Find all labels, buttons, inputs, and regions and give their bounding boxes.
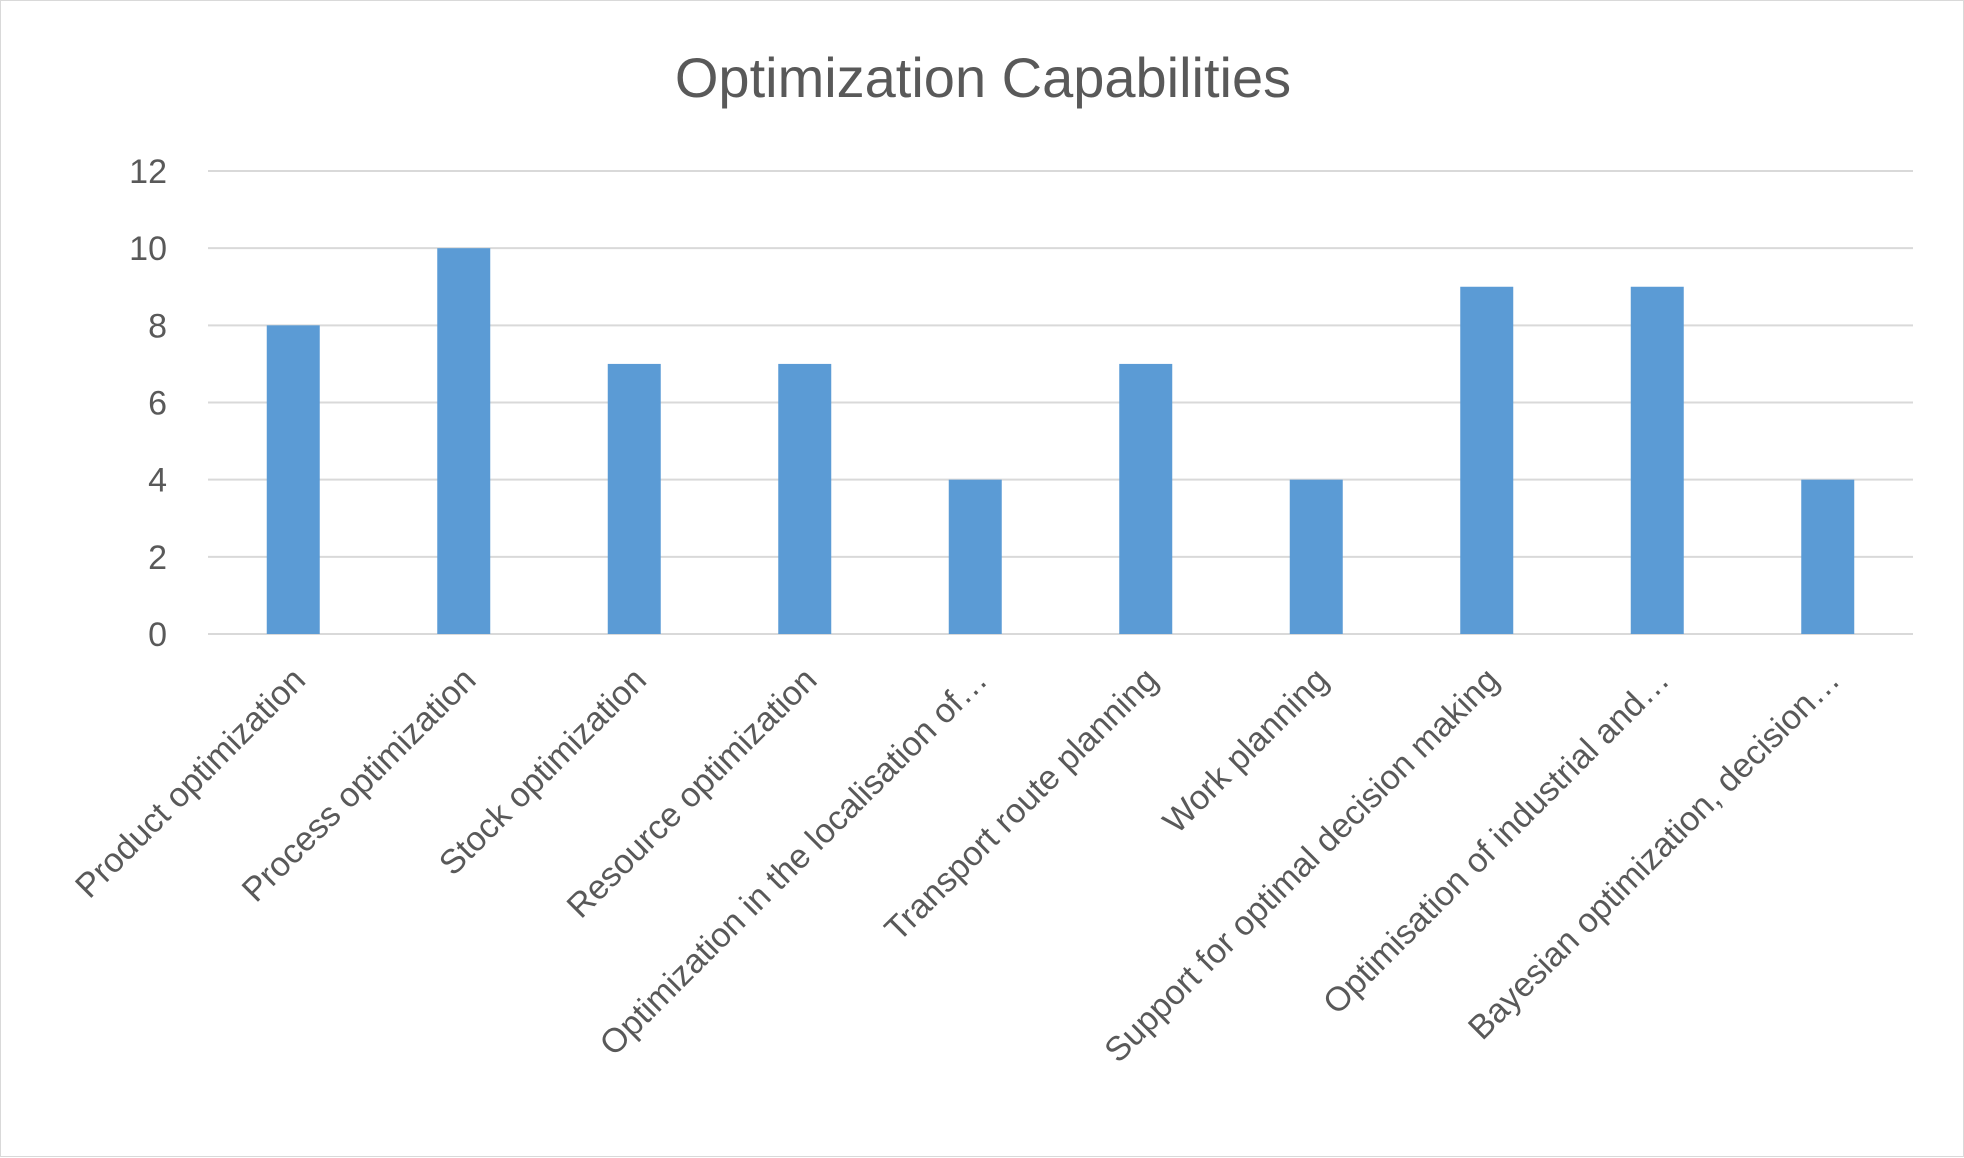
x-category-label: Optimization in the localisation of…	[593, 661, 995, 1063]
y-tick-label: 4	[148, 462, 167, 500]
bar	[607, 363, 661, 634]
bar	[1289, 479, 1343, 634]
chart-title: Optimization Capabilities	[675, 46, 1291, 109]
bar	[1119, 363, 1173, 634]
bar	[437, 248, 491, 634]
gridlines	[208, 170, 1913, 635]
y-tick-label: 8	[148, 307, 167, 345]
bar	[1460, 286, 1514, 634]
y-tick-label: 12	[129, 153, 167, 191]
x-category-label: Work planning	[1156, 661, 1336, 841]
x-category-label: Transport route planning	[877, 661, 1165, 949]
bar	[1630, 286, 1684, 634]
x-category-label: Bayesian optimization, decision…	[1461, 661, 1847, 1047]
y-tick-label: 0	[148, 616, 167, 654]
y-tick-label: 10	[129, 230, 167, 268]
x-category-label: Optimisation of industrial and…	[1316, 661, 1677, 1022]
bar	[1801, 479, 1855, 634]
y-tick-label: 2	[148, 539, 167, 577]
bar	[778, 363, 832, 634]
bar	[266, 325, 320, 634]
bars	[266, 248, 1855, 634]
y-axis-ticks: 0 2 4 6 8 10 12	[129, 153, 167, 654]
bar	[948, 479, 1002, 634]
y-tick-label: 6	[148, 385, 167, 423]
